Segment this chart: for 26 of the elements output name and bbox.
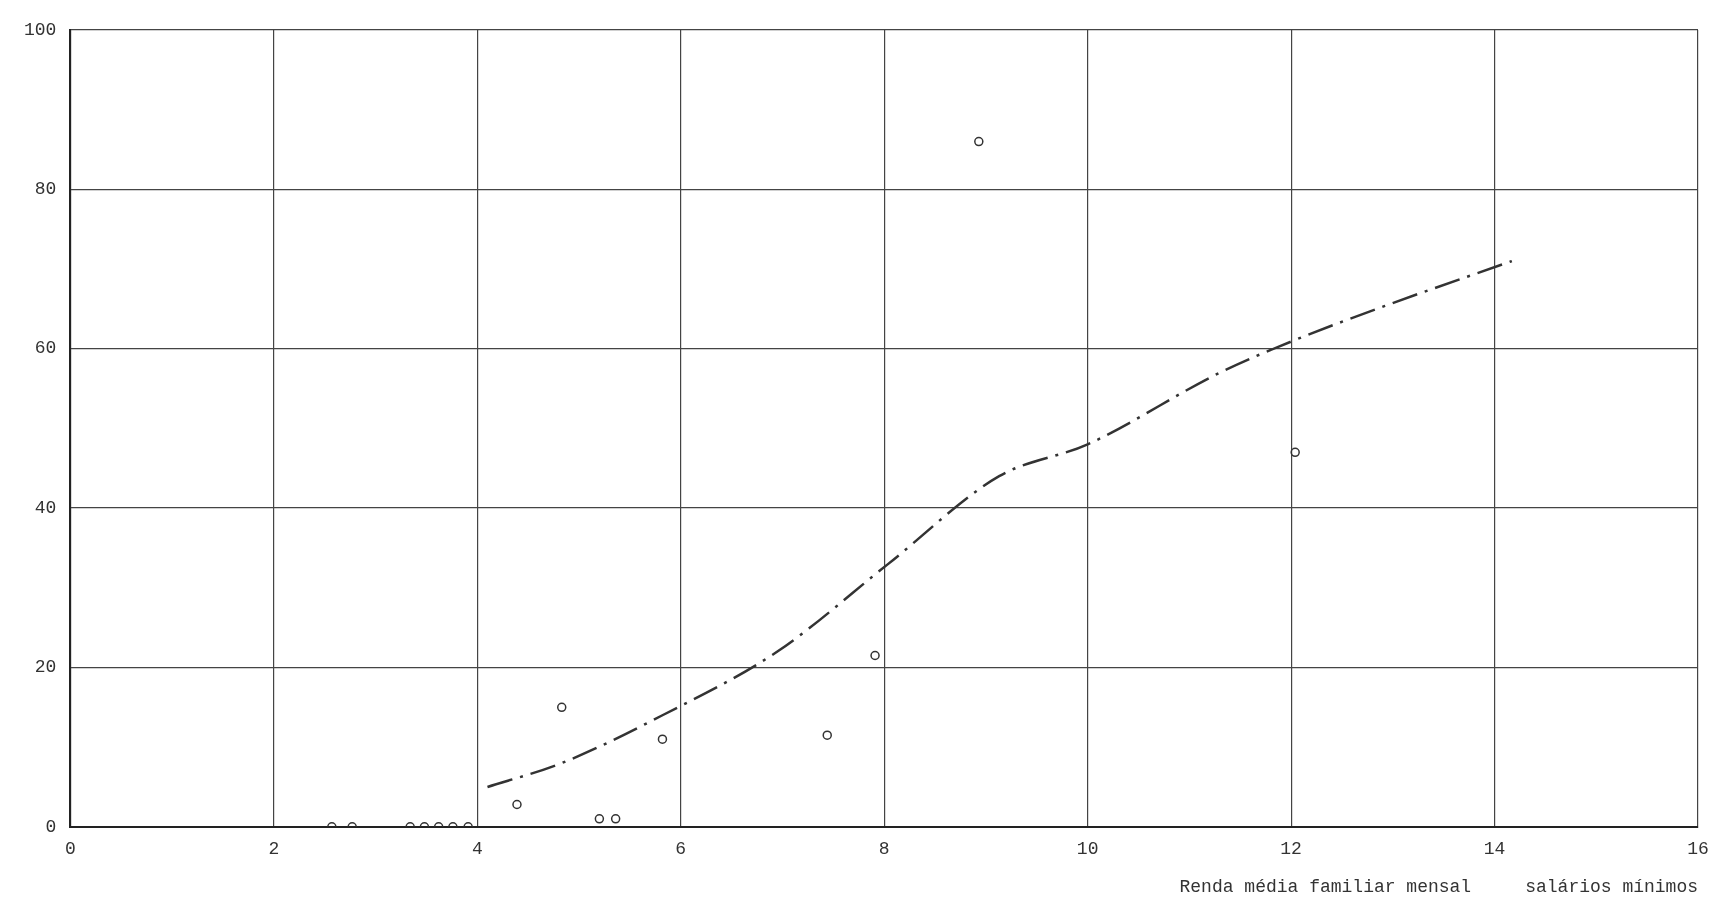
y-tick-label: 100 bbox=[24, 19, 57, 40]
y-tick-label: 60 bbox=[34, 338, 57, 359]
x-tick-label: 6 bbox=[675, 839, 687, 860]
y-tick-label: 0 bbox=[45, 816, 57, 837]
y-tick-label: 20 bbox=[34, 657, 57, 678]
x-tick-label: 16 bbox=[1687, 839, 1709, 860]
point bbox=[594, 814, 605, 824]
x-tick-label: 4 bbox=[471, 839, 483, 860]
x-tick-label: 0 bbox=[65, 839, 76, 860]
point bbox=[822, 730, 832, 740]
line-series bbox=[486, 259, 1514, 789]
x-tick-label: 10 bbox=[1076, 839, 1099, 860]
x-tick-label: 12 bbox=[1280, 839, 1302, 860]
y-tick-label: 40 bbox=[34, 497, 57, 518]
point bbox=[974, 136, 984, 147]
point bbox=[610, 814, 621, 824]
x-axis-title: Renda média familiar mensal salários mínimos bbox=[1179, 876, 1698, 897]
point bbox=[556, 702, 567, 713]
point bbox=[512, 799, 522, 810]
x-tick-label: 14 bbox=[1483, 839, 1506, 860]
point bbox=[870, 650, 880, 661]
y-tick-label: 80 bbox=[34, 179, 57, 200]
point bbox=[1290, 447, 1300, 458]
x-tick-label: 2 bbox=[268, 839, 280, 860]
x-tick-label: 8 bbox=[878, 839, 890, 860]
point bbox=[657, 734, 668, 744]
